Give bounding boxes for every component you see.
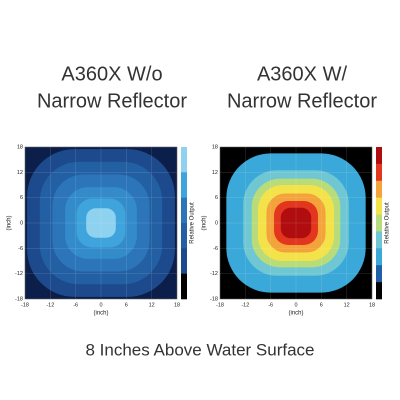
colorbar-swatch bbox=[376, 214, 382, 232]
y-tick-label: 6 bbox=[215, 195, 218, 201]
y-tick-label: 0 bbox=[215, 220, 218, 226]
colorbar-swatch bbox=[181, 248, 187, 274]
colorbar-swatch bbox=[376, 147, 382, 165]
colorbar-label: Relative Output bbox=[385, 202, 391, 244]
x-tick-label: 6 bbox=[125, 302, 128, 308]
y-tick-label: 18 bbox=[212, 144, 218, 150]
caption: 8 Inches Above Water Surface bbox=[86, 340, 315, 359]
x-tick-label: -12 bbox=[241, 302, 249, 308]
y-tick-label: -6 bbox=[18, 246, 23, 252]
contour-level bbox=[280, 207, 312, 239]
x-tick-label: 6 bbox=[320, 302, 323, 308]
colorbar-swatch bbox=[376, 180, 382, 198]
x-tick-label: -6 bbox=[73, 302, 78, 308]
x-tick-label: 0 bbox=[294, 302, 297, 308]
colorbar-swatch bbox=[376, 282, 382, 300]
colorbar-swatch bbox=[376, 163, 382, 182]
colorbar-swatch bbox=[181, 197, 187, 224]
y-tick-label: 18 bbox=[17, 144, 23, 150]
y-tick-label: 12 bbox=[212, 170, 218, 176]
colorbar-label: Relative Output bbox=[190, 202, 196, 244]
y-tick-label: 6 bbox=[20, 195, 23, 201]
plot-frame bbox=[24, 146, 178, 300]
x-tick-label: -6 bbox=[268, 302, 273, 308]
chart-title: Narrow Reflector bbox=[37, 90, 187, 112]
colorbar-swatch bbox=[376, 231, 382, 249]
y-tick-label: -12 bbox=[210, 271, 218, 277]
y-tick-label: -6 bbox=[213, 246, 218, 252]
plot-frame bbox=[219, 146, 373, 300]
y-axis-label: (inch) bbox=[7, 215, 13, 230]
colorbar-swatch bbox=[376, 265, 382, 283]
x-tick-label: 18 bbox=[369, 302, 375, 308]
y-tick-label: -18 bbox=[15, 296, 23, 302]
colorbar-swatch bbox=[376, 248, 382, 266]
colorbar-swatch bbox=[181, 147, 187, 173]
y-tick-label: 0 bbox=[20, 220, 23, 226]
colorbar-swatch bbox=[181, 273, 187, 300]
x-tick-label: 0 bbox=[99, 302, 102, 308]
chart-title: Narrow Reflector bbox=[227, 90, 377, 112]
colorbar-swatch bbox=[376, 197, 382, 215]
y-tick-label: 12 bbox=[17, 170, 23, 176]
x-tick-label: -18 bbox=[216, 302, 224, 308]
colorbar-swatch bbox=[181, 172, 187, 198]
y-axis-label: (inch) bbox=[202, 215, 208, 230]
x-tick-label: 18 bbox=[174, 302, 180, 308]
x-tick-label: 12 bbox=[344, 302, 350, 308]
chart-title: A360X W/o bbox=[61, 63, 162, 85]
x-tick-label: -18 bbox=[21, 302, 29, 308]
chart-title: A360X W/ bbox=[257, 63, 347, 85]
x-tick-label: -12 bbox=[46, 302, 54, 308]
x-axis-label: (inch) bbox=[288, 311, 303, 317]
contour-level bbox=[86, 208, 116, 238]
colorbar-swatch bbox=[181, 223, 187, 249]
y-tick-label: -12 bbox=[15, 271, 23, 277]
y-tick-label: -18 bbox=[210, 296, 218, 302]
x-tick-label: 12 bbox=[149, 302, 155, 308]
x-axis-label: (inch) bbox=[93, 311, 108, 317]
